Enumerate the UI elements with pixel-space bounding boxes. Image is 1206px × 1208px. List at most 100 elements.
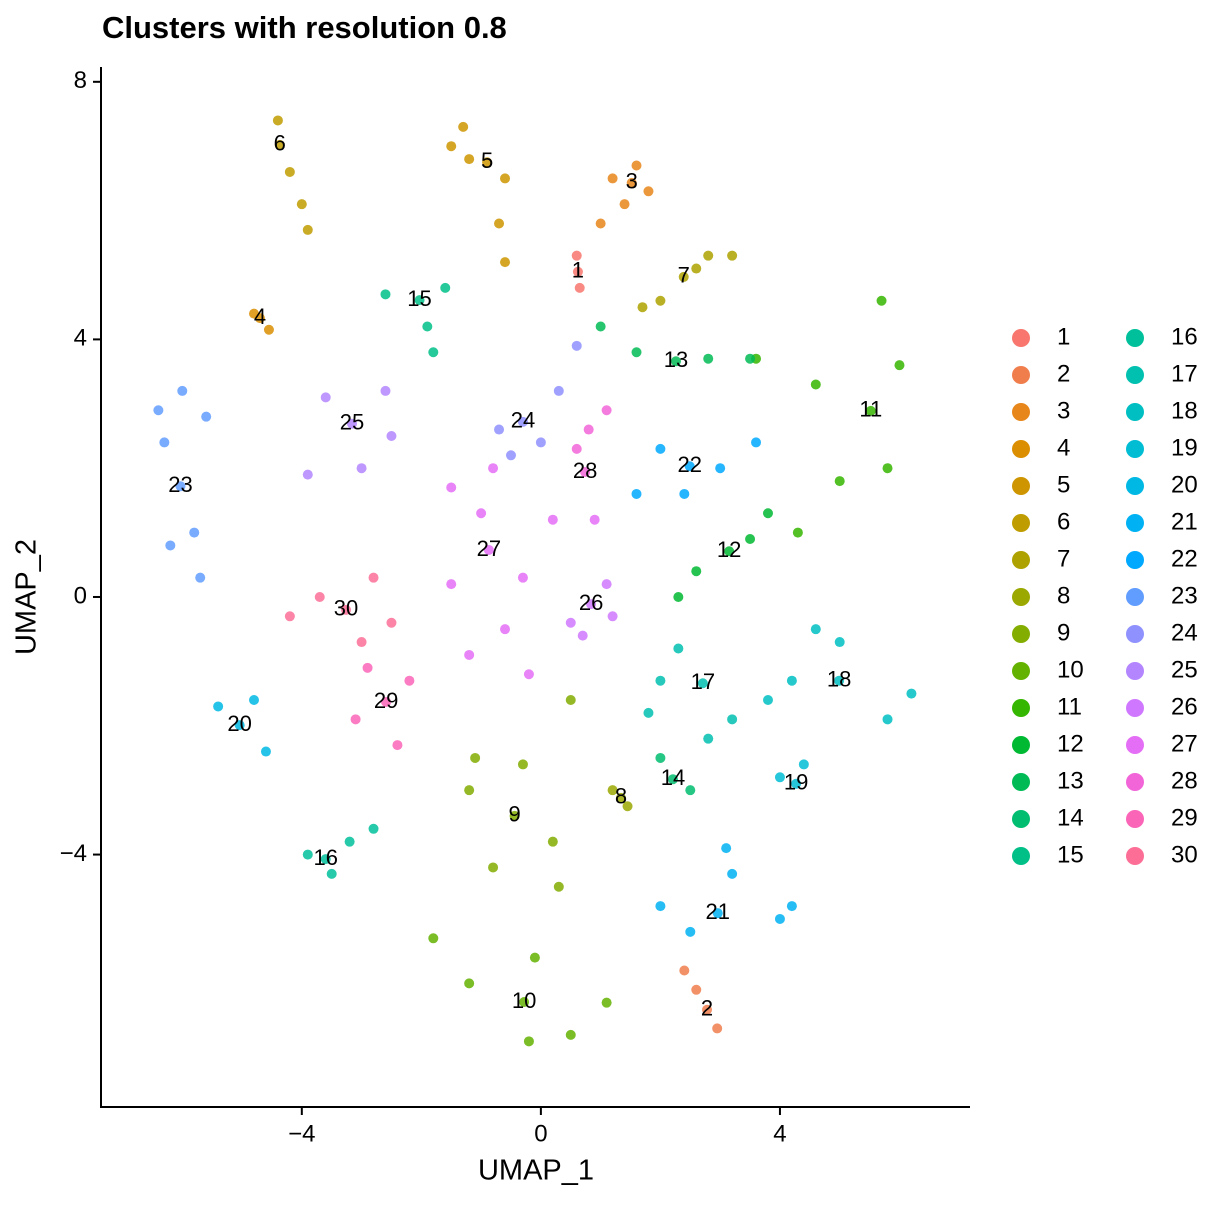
cluster-label: 20	[227, 711, 251, 736]
point	[691, 984, 702, 995]
cluster-label: 14	[661, 765, 685, 790]
point	[751, 437, 762, 448]
cluster-label: 12	[717, 537, 741, 562]
cluster-label: 4	[254, 304, 266, 329]
point	[631, 160, 642, 171]
point	[679, 488, 690, 499]
point	[523, 669, 534, 680]
legend-swatch	[1126, 403, 1144, 421]
point	[655, 295, 666, 306]
legend-swatch	[1012, 773, 1030, 791]
point	[673, 643, 684, 654]
point	[727, 714, 738, 725]
cluster-label: 13	[664, 347, 688, 372]
point	[488, 862, 499, 873]
legend-label: 18	[1171, 397, 1198, 424]
cluster-label: 22	[677, 452, 701, 477]
point	[834, 675, 845, 686]
cluster-label: 29	[374, 688, 398, 713]
point	[702, 1004, 713, 1015]
point	[601, 997, 612, 1008]
legend-label: 8	[1057, 582, 1070, 609]
point	[440, 282, 451, 293]
cluster-label: 17	[691, 669, 715, 694]
point	[547, 514, 558, 525]
point	[177, 385, 188, 396]
point	[347, 418, 358, 429]
point	[655, 901, 666, 912]
point	[326, 868, 337, 879]
point	[810, 624, 821, 635]
point	[350, 714, 361, 725]
point	[159, 437, 170, 448]
legend-label: 12	[1057, 730, 1084, 757]
point	[619, 199, 630, 210]
legend-swatch	[1012, 329, 1030, 347]
point	[362, 662, 373, 673]
point	[601, 579, 612, 590]
point	[834, 637, 845, 648]
point	[523, 1036, 534, 1047]
point	[494, 218, 505, 229]
legend-swatch	[1012, 847, 1030, 865]
legend-swatch	[1126, 699, 1144, 717]
point	[673, 591, 684, 602]
point	[637, 302, 648, 313]
point	[798, 759, 809, 770]
point	[906, 688, 917, 699]
point	[505, 450, 516, 461]
legend-swatch	[1126, 477, 1144, 495]
y-tick-label: 8	[74, 67, 87, 94]
point	[626, 177, 637, 188]
point	[643, 707, 654, 718]
point	[464, 978, 475, 989]
point	[727, 250, 738, 261]
point	[655, 443, 666, 454]
point	[703, 250, 714, 261]
point	[631, 488, 642, 499]
legend-swatch	[1126, 662, 1144, 680]
cluster-label: 1	[572, 258, 584, 283]
point	[607, 785, 618, 796]
point	[381, 696, 392, 707]
point	[519, 997, 530, 1008]
point	[458, 121, 469, 132]
point	[494, 424, 505, 435]
point	[583, 424, 594, 435]
legend-swatch	[1126, 551, 1144, 569]
point	[517, 759, 528, 770]
point	[586, 599, 597, 610]
legend-label: 19	[1171, 434, 1198, 461]
legend-swatch	[1012, 551, 1030, 569]
point	[882, 714, 893, 725]
legend-label: 9	[1057, 619, 1070, 646]
point	[703, 353, 714, 364]
legend-label: 13	[1057, 767, 1084, 794]
y-tick-label: 4	[74, 325, 87, 352]
point	[865, 405, 876, 416]
cluster-label: 11	[859, 397, 882, 422]
point	[392, 740, 403, 751]
point	[249, 695, 260, 706]
legend-swatch	[1126, 329, 1144, 347]
cluster-label: 27	[477, 536, 501, 561]
point	[697, 678, 708, 689]
cluster-label: 10	[512, 988, 536, 1013]
point	[284, 166, 295, 177]
legend-label: 24	[1171, 619, 1198, 646]
point	[691, 566, 702, 577]
legend-label: 2	[1057, 360, 1070, 387]
legend-label: 10	[1057, 656, 1084, 683]
legend-swatch	[1012, 588, 1030, 606]
point	[685, 926, 696, 937]
legend-swatch	[1012, 625, 1030, 643]
point	[715, 463, 726, 474]
legend-label: 25	[1171, 656, 1198, 683]
point	[724, 546, 735, 557]
point	[792, 527, 803, 538]
cluster-label: 28	[573, 458, 597, 483]
legend-swatch	[1126, 847, 1144, 865]
legend-swatch	[1012, 736, 1030, 754]
point	[428, 933, 439, 944]
cluster-label: 23	[168, 472, 192, 497]
